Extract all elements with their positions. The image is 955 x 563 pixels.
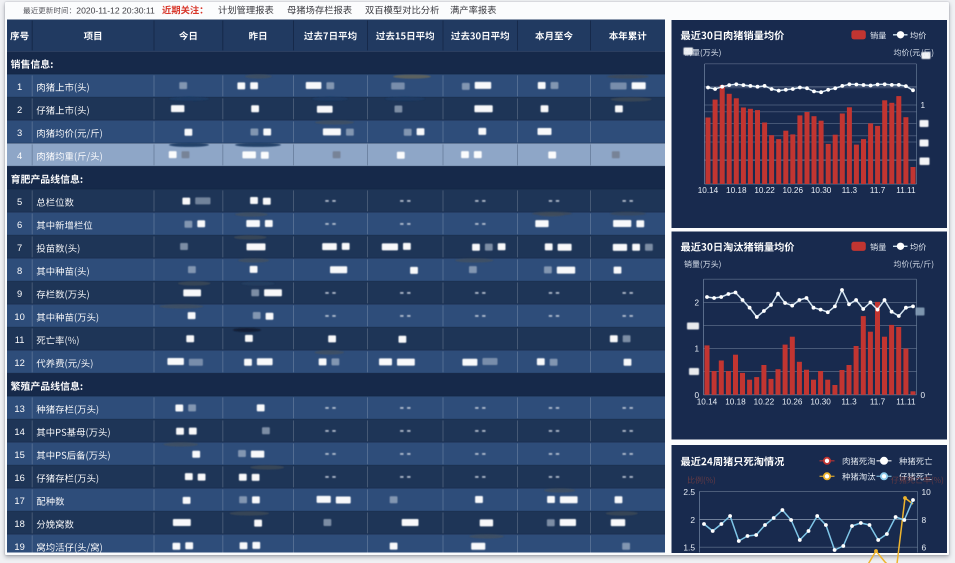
svg-text:10.22: 10.22 [754, 186, 775, 195]
svg-text:11.3: 11.3 [841, 398, 857, 407]
svg-text:2: 2 [694, 299, 699, 308]
svg-text:17: 17 [14, 495, 24, 506]
svg-text:15: 15 [14, 449, 24, 460]
svg-text:11.11: 11.11 [896, 398, 916, 407]
svg-text:10.14: 10.14 [698, 186, 719, 195]
svg-text:6: 6 [922, 543, 927, 553]
svg-text:2: 2 [690, 515, 695, 525]
svg-text:1: 1 [694, 345, 699, 354]
svg-text:8: 8 [922, 515, 927, 525]
svg-text:9: 9 [17, 288, 22, 299]
svg-text:1: 1 [921, 101, 926, 110]
svg-text:10.18: 10.18 [726, 186, 747, 195]
svg-text:0: 0 [694, 391, 699, 400]
svg-text:4: 4 [17, 150, 22, 161]
svg-text:2.5: 2.5 [683, 487, 695, 497]
svg-text:3: 3 [17, 127, 22, 138]
svg-text:1.5: 1.5 [683, 543, 695, 553]
svg-text:8: 8 [17, 265, 22, 276]
svg-text:2: 2 [17, 104, 22, 115]
svg-text:10.26: 10.26 [783, 186, 804, 195]
svg-text:11.7: 11.7 [870, 398, 886, 407]
svg-text:6: 6 [17, 219, 22, 230]
svg-text:10.14: 10.14 [697, 398, 718, 407]
svg-text:10: 10 [14, 311, 24, 322]
svg-text:11.7: 11.7 [870, 186, 886, 195]
svg-text:13: 13 [14, 403, 24, 414]
svg-text:11.3: 11.3 [842, 186, 858, 195]
svg-text:0: 0 [921, 391, 926, 400]
svg-text:1: 1 [17, 81, 22, 92]
svg-text:10.18: 10.18 [725, 398, 746, 407]
svg-text:11.11: 11.11 [896, 186, 916, 195]
svg-text:18: 18 [14, 518, 24, 529]
svg-text:16: 16 [14, 472, 24, 483]
svg-text:10.30: 10.30 [811, 186, 832, 195]
svg-text:5: 5 [17, 196, 22, 207]
svg-text:7: 7 [17, 242, 22, 253]
svg-text:10.26: 10.26 [782, 398, 803, 407]
svg-text:11: 11 [15, 334, 25, 345]
svg-text:10.30: 10.30 [810, 398, 831, 407]
svg-text:19: 19 [14, 541, 24, 552]
svg-text:10.22: 10.22 [754, 398, 775, 407]
svg-text:12: 12 [14, 357, 24, 368]
svg-text:2020-11-12 20:30:11: 2020-11-12 20:30:11 [76, 5, 155, 15]
svg-text:14: 14 [14, 426, 24, 437]
svg-text:10: 10 [922, 487, 932, 497]
